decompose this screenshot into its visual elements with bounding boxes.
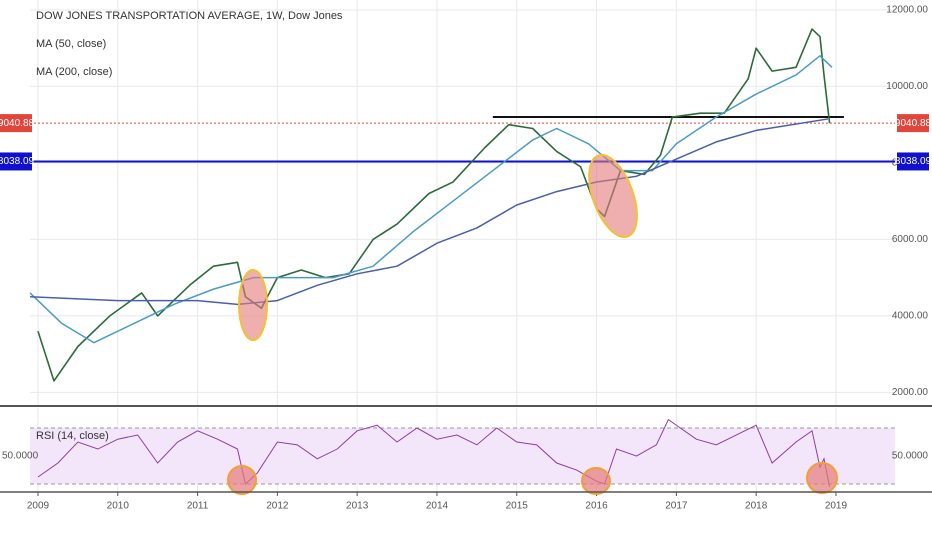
price-label: 8038.09 <box>0 156 35 167</box>
x-tick-label: 2012 <box>266 501 289 512</box>
y-tick-label: 12000.00 <box>886 5 928 16</box>
rsi-line <box>37 418 831 487</box>
x-tick-label: 2009 <box>27 501 50 512</box>
price-label: 8038.09 <box>895 156 932 167</box>
legend-entry: RSI (14, close) <box>36 430 109 442</box>
x-tick-label: 2016 <box>585 501 608 512</box>
legend-entry: MA (50, close) <box>36 38 106 50</box>
x-tick-label: 2017 <box>665 501 688 512</box>
price-label-box <box>0 152 32 171</box>
rsi-band-fill <box>30 428 895 484</box>
price-label-box <box>897 152 929 171</box>
x-tick-label: 2011 <box>187 501 209 512</box>
highlight-ellipse <box>588 154 638 238</box>
price-label: 9040.88 <box>895 118 932 129</box>
y-tick-label: 50.0000 <box>2 451 39 462</box>
x-tick-label: 2013 <box>346 501 369 512</box>
y-tick-label: 4000.00 <box>892 311 929 322</box>
legend-title: DOW JONES TRANSPORTATION AVERAGE, 1W, Do… <box>36 10 343 22</box>
series-line <box>29 55 833 344</box>
x-tick-label: 2015 <box>506 501 529 512</box>
price-label-box <box>0 114 32 133</box>
highlight-ellipse <box>238 269 268 341</box>
x-tick-label: 2018 <box>745 501 768 512</box>
y-tick-label: 2000.00 <box>892 387 929 398</box>
highlight-ellipse <box>227 465 257 495</box>
y-tick-label: 6000.00 <box>892 234 929 245</box>
x-tick-label: 2014 <box>426 501 449 512</box>
price-label-box <box>897 114 929 133</box>
plot: 2009 2010 2011 2012 2013 2014 2015 2016 2017 2018… <box>0 5 932 512</box>
price-label: 9040.88 <box>0 118 35 129</box>
x-tick-label: 2019 <box>825 501 848 512</box>
highlight-ellipse <box>581 467 611 495</box>
highlight-ellipse <box>806 462 838 494</box>
legend-entry: MA (200, close) <box>36 66 112 78</box>
series-line <box>37 28 831 382</box>
y-tick-label: 10000.00 <box>886 81 928 92</box>
y-tick-label: 50.0000 <box>892 451 929 462</box>
x-tick-label: 2010 <box>107 501 130 512</box>
series-line <box>29 118 829 306</box>
